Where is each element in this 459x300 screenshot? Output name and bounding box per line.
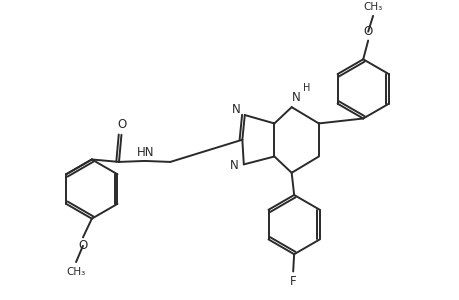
Text: N: N (231, 103, 240, 116)
Text: O: O (363, 25, 372, 38)
Text: H: H (302, 83, 309, 93)
Text: HN: HN (136, 146, 154, 159)
Text: O: O (78, 239, 87, 252)
Text: N: N (229, 159, 238, 172)
Text: O: O (118, 118, 127, 131)
Text: CH₃: CH₃ (66, 267, 85, 277)
Text: CH₃: CH₃ (363, 2, 382, 13)
Text: N: N (291, 91, 300, 104)
Text: F: F (289, 275, 296, 288)
